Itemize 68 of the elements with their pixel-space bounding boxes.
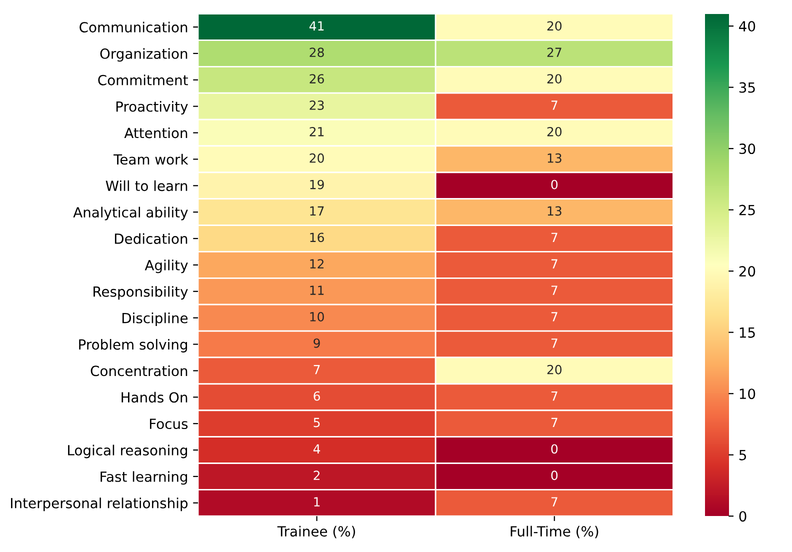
y-tick-label: Communication [80,22,188,32]
data-label: 9 [314,338,320,348]
color-bar-label: 0 [739,511,746,522]
data-label: 7 [551,312,558,322]
y-tick-label: Analytical ability [73,206,188,220]
data-label: 26 [310,74,324,84]
data-label: 5 [314,418,320,428]
y-tick-label: Concentration [90,365,188,376]
y-tick-label: Agility [144,260,188,274]
x-tick-label: Trainee (%) [277,526,356,538]
color-bar-label: 40 [739,21,756,32]
data-label: 7 [551,286,558,295]
data-label: 7 [551,391,558,401]
data-label: 20 [547,126,562,136]
y-tick-label: Team work [114,154,188,165]
y-tick-label: Logical reasoning [68,444,188,458]
data-label: 7 [551,259,558,268]
data-label: 7 [551,338,558,348]
data-label: 23 [310,100,324,110]
data-label: 19 [310,180,324,190]
y-tick-label: Proactivity [116,101,188,114]
color-bar-label: 30 [739,144,756,154]
data-label: 1 [314,497,320,506]
y-tick-label: Attention [124,127,188,138]
data-label: 20 [310,153,324,163]
y-tick-label: Responsibility [94,286,188,300]
y-tick-label: Fast learning [100,471,188,485]
data-label: 41 [309,21,324,30]
data-label: 6 [314,391,320,401]
y-tick-label: Hands On [122,392,188,403]
data-label: 7 [551,100,558,110]
y-tick-label: Will to learn [106,180,188,192]
data-label: 11 [310,286,324,295]
data-label: 7 [551,232,558,242]
data-label: 0 [551,444,558,454]
color-bar-label: 15 [740,327,755,338]
data-label: 4 [313,444,320,454]
color-bar-label: 5 [739,450,746,460]
y-tick-label: Commitment [98,74,188,86]
data-label: 2 [314,470,320,480]
y-tick-label: Interpersonal relationship [11,498,188,512]
data-label: 27 [547,48,562,57]
y-tick-label: Organization [100,48,188,62]
data-label: 13 [548,206,562,216]
y-tick-label: Discipline [122,312,188,326]
color-bar-label: 20 [739,266,756,277]
data-label: 21 [310,126,324,136]
data-label: 20 [547,74,562,84]
y-tick-label: Problem solving [79,338,188,352]
data-label: 13 [548,153,562,163]
data-label: 10 [310,312,324,322]
color-bar-label: 35 [739,82,755,93]
data-label: 7 [551,497,558,506]
data-label: 7 [551,418,558,428]
data-label: 28 [310,48,324,58]
data-label: 0 [551,470,558,480]
y-tick-label: Dedication [114,233,188,244]
data-label: 20 [547,21,562,31]
data-label: 12 [310,259,324,268]
data-label: 17 [310,206,324,216]
data-label: 0 [551,180,558,190]
color-bar-label: 10 [740,388,756,400]
color-bar-label: 25 [739,204,755,216]
data-label: 20 [547,364,562,374]
y-tick-label: Focus [150,418,188,430]
x-tick-label: Full-Time (%) [510,526,598,538]
data-label: 7 [314,365,320,374]
data-label: 16 [310,232,324,242]
